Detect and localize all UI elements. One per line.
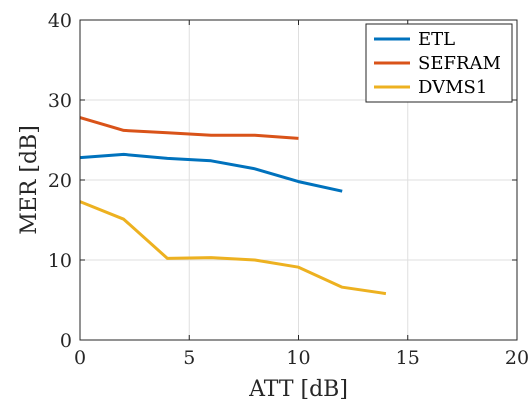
x-tick-label: 20 bbox=[505, 347, 528, 369]
y-tick-label: 10 bbox=[48, 250, 72, 272]
series-line-dvms1 bbox=[79, 200, 387, 296]
x-tick-label: 15 bbox=[396, 347, 420, 369]
legend-label-dvms1: DVMS1 bbox=[418, 77, 487, 98]
legend-label-sefram: SEFRAM bbox=[418, 53, 501, 74]
series-line-sefram bbox=[79, 116, 299, 140]
y-tick-label: 0 bbox=[60, 330, 72, 352]
y-tick-label: 30 bbox=[48, 90, 72, 112]
legend: ETL SEFRAM DVMS1 bbox=[365, 23, 513, 103]
y-tick-label: 40 bbox=[48, 10, 72, 32]
x-tick-label: 5 bbox=[183, 347, 195, 369]
x-tick-label: 10 bbox=[286, 347, 310, 369]
x-axis-label: ATT [dB] bbox=[248, 377, 348, 402]
x-tick-label: 0 bbox=[74, 347, 86, 369]
tick-labels: 0 5 10 15 20 0 10 20 30 40 bbox=[48, 10, 528, 369]
legend-label-etl: ETL bbox=[418, 29, 455, 50]
y-axis-label: MER [dB] bbox=[17, 125, 42, 235]
axis-ticks bbox=[79, 19, 518, 341]
series-layer bbox=[79, 116, 387, 296]
y-tick-label: 20 bbox=[48, 170, 72, 192]
series-line-etl bbox=[79, 152, 343, 193]
